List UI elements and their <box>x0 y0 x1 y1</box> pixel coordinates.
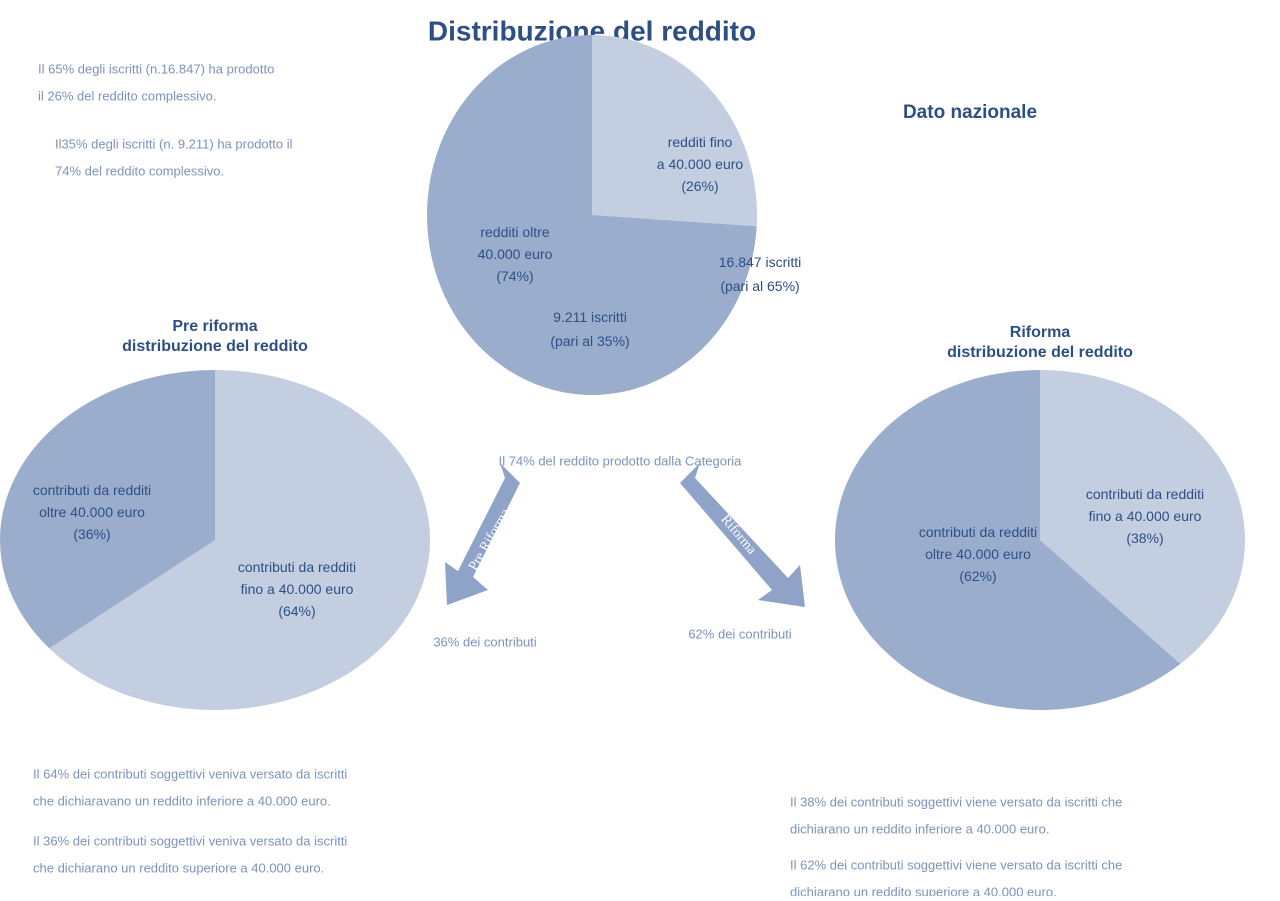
note: 74% del reddito complessivo. <box>55 163 224 178</box>
note: Il 62% dei contributi soggettivi viene v… <box>790 857 1122 872</box>
note: dichiarano un reddito inferiore a 40.000… <box>790 821 1049 836</box>
arrow-label: Riforma <box>717 512 759 558</box>
note: Il 65% degli iscritti (n.16.847) ha prod… <box>38 61 274 76</box>
pie-slice <box>49 369 430 710</box>
pie-title: Riforma distribuzione del reddito <box>947 324 1133 361</box>
pie-title: Pre riforma distribuzione del reddito <box>122 318 308 355</box>
note: Il 38% dei contributi soggettivi viene v… <box>790 794 1122 809</box>
pie-slice <box>592 35 757 227</box>
note: Il 36% dei contributi soggettivi veniva … <box>33 833 347 848</box>
caption: 62% dei contributi <box>688 626 791 641</box>
slice-label: contributi da redditi fino a 40.000 euro(… <box>1086 486 1204 546</box>
slice-label: contributi da redditi oltre 40.000 euro (6… <box>919 524 1037 584</box>
arrow-right <box>680 463 805 607</box>
slice-annotation: 9.211 iscritti (pari al 35%) <box>550 309 629 349</box>
note: Il 64% dei contributi soggettivi veniva … <box>33 766 347 781</box>
slice-annotation: 16.847 iscritti (pari al 65%) <box>719 254 801 294</box>
slice-label: contributi da redditi fino a 40.000 euro(… <box>238 559 356 619</box>
caption: Il 74% del reddito prodotto dalla Catego… <box>499 453 743 468</box>
pie-slice <box>835 370 1181 710</box>
pie-slice <box>427 35 757 395</box>
slice-label: redditi oltre 40.000 euro (74%) <box>478 224 553 284</box>
note: che dichiaravano un reddito inferiore a … <box>33 793 331 808</box>
subtitle: Dato nazionale <box>903 102 1037 123</box>
caption: 36% dei contributi <box>433 634 536 649</box>
slice-label: contributi da redditi oltre 40.000 euro (3… <box>33 482 151 542</box>
pie-slice <box>1040 370 1246 664</box>
arrow-left <box>445 463 520 605</box>
note: che dichiarano un reddito superiore a 40… <box>33 860 324 875</box>
pie-slice <box>0 370 215 649</box>
note: Il35% degli iscritti (n. 9.211) ha prodo… <box>55 136 293 151</box>
slice-label: redditi fino a 40.000 euro (26%) <box>657 134 744 194</box>
note: il 26% del reddito complessivo. <box>38 88 216 103</box>
note: dichiarano un reddito superiore a 40.000… <box>790 884 1057 896</box>
